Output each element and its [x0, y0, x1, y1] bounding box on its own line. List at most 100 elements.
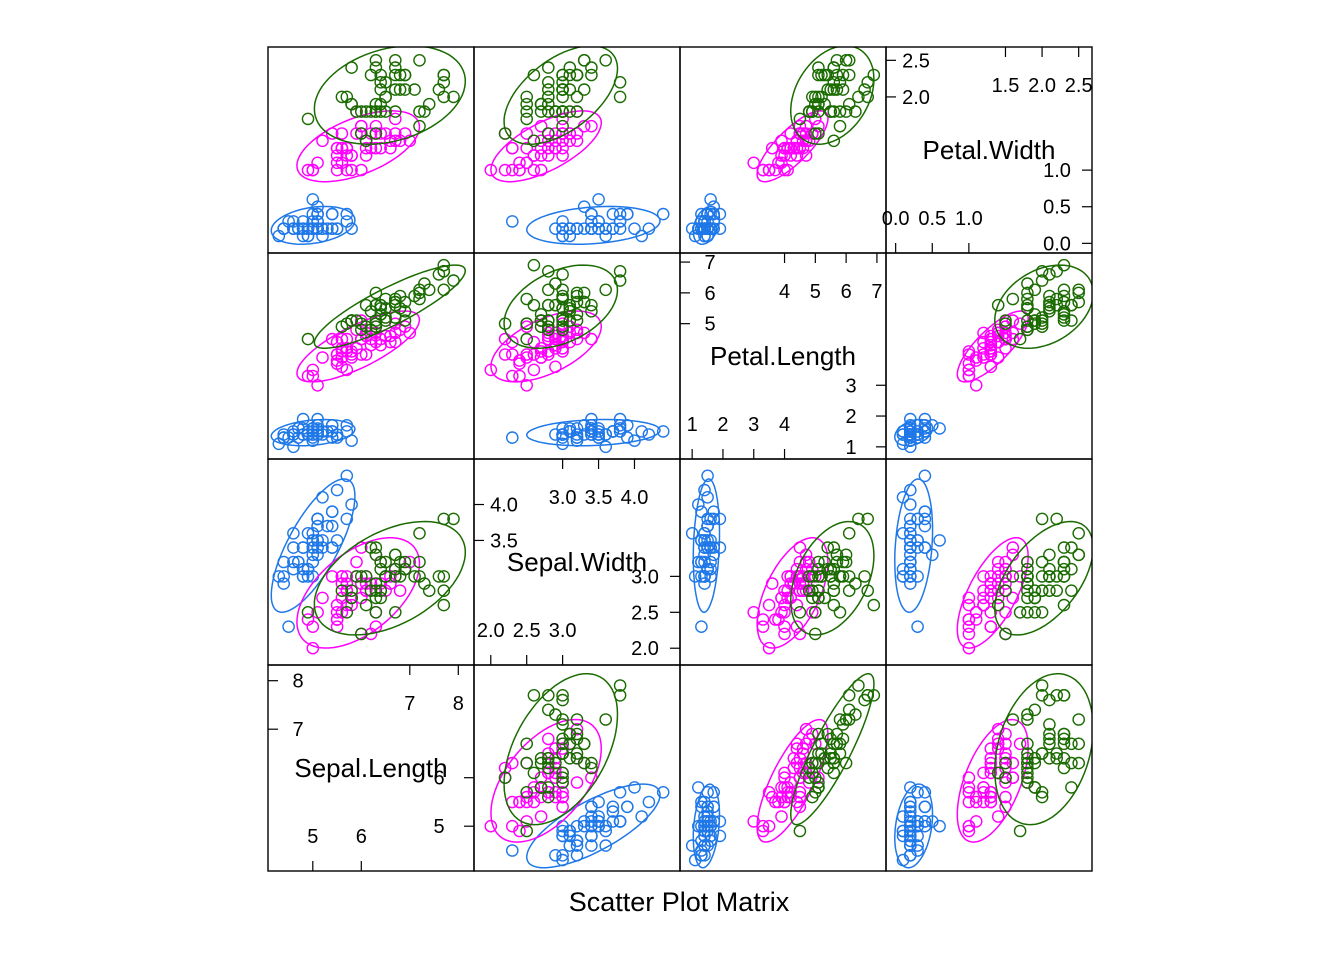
data-point: [698, 548, 711, 562]
data-point: [542, 781, 555, 794]
data-point: [933, 819, 946, 833]
data-point: [778, 141, 791, 155]
data-point: [812, 591, 825, 605]
data-point: [296, 215, 310, 228]
data-point: [1035, 311, 1049, 324]
data-point: [570, 849, 584, 862]
data-point: [321, 425, 334, 438]
data-point: [1028, 283, 1042, 297]
data-point: [498, 348, 512, 361]
data-point: [359, 598, 373, 612]
data-point: [802, 555, 816, 569]
data-point: [701, 519, 714, 533]
data-point: [311, 222, 324, 235]
data-point: [413, 527, 426, 540]
panel-frame: [679, 458, 887, 666]
data-point: [570, 289, 584, 303]
data-point: [1057, 283, 1071, 297]
data-point: [769, 613, 782, 626]
data-point: [778, 584, 791, 598]
data-point: [340, 606, 354, 619]
group-ellipse: [789, 520, 875, 636]
data-point: [904, 483, 917, 497]
data-point: [1065, 314, 1078, 327]
data-point: [904, 519, 917, 533]
data-point: [784, 786, 798, 799]
data-point: [484, 363, 498, 377]
data-point: [918, 425, 932, 438]
data-point: [713, 815, 727, 828]
data-point: [1021, 323, 1034, 337]
data-point: [364, 338, 378, 352]
data-point: [542, 61, 555, 74]
data-point: [999, 317, 1012, 331]
data-point: [556, 105, 569, 118]
data-point: [369, 584, 383, 598]
data-point: [398, 304, 412, 318]
data-point: [1021, 771, 1034, 785]
data-point: [1072, 527, 1085, 540]
data-point: [790, 134, 804, 148]
data-point: [437, 598, 451, 612]
data-point: [999, 562, 1012, 576]
data-point: [692, 222, 705, 235]
data-point: [842, 97, 856, 111]
data-point: [556, 437, 569, 451]
data-point: [388, 606, 402, 619]
data-point: [340, 469, 354, 483]
data-point: [839, 548, 853, 562]
data-point: [806, 606, 819, 619]
data-point: [437, 570, 451, 583]
data-point: [364, 304, 378, 318]
data-point: [570, 713, 584, 726]
data-point: [311, 512, 324, 526]
data-point: [577, 54, 591, 67]
data-point: [335, 127, 349, 140]
data-point: [330, 141, 344, 155]
scatter-panel-sepal-length-vs-petal-width: [267, 46, 475, 254]
data-point: [685, 527, 699, 540]
variable-label: Petal.Length: [710, 341, 856, 371]
tick-label: 6: [841, 281, 852, 303]
data-point: [585, 207, 598, 221]
data-point: [437, 264, 451, 278]
data-point: [904, 428, 917, 441]
data-point: [556, 747, 569, 760]
data-point: [772, 156, 785, 170]
scatter-panel-sepal-width-vs-sepal-length: [473, 664, 681, 872]
data-point: [833, 606, 847, 619]
data-point: [999, 332, 1012, 346]
data-point: [1035, 790, 1049, 804]
data-point: [520, 737, 534, 751]
tick-label: 2.5: [631, 602, 659, 624]
data-point: [628, 222, 641, 235]
data-point: [1043, 268, 1056, 281]
data-point: [904, 800, 917, 814]
data-point: [542, 345, 555, 358]
data-point: [413, 292, 426, 306]
data-point: [762, 641, 776, 655]
data-point: [542, 76, 555, 89]
data-point: [1035, 679, 1049, 692]
data-point: [585, 304, 598, 318]
data-point: [556, 268, 569, 281]
data-point: [585, 839, 598, 852]
data-point: [534, 314, 548, 327]
data-point: [796, 134, 810, 148]
data-point: [542, 689, 555, 702]
data-point: [695, 620, 708, 634]
data-point: [585, 61, 598, 74]
data-point: [784, 141, 798, 155]
data-point: [821, 562, 835, 576]
data-point: [704, 570, 717, 583]
data-point: [520, 292, 534, 306]
data-point: [962, 598, 976, 612]
data-point: [781, 163, 794, 177]
data-point: [592, 222, 605, 235]
data-point: [542, 298, 555, 312]
data-point: [388, 127, 402, 140]
data-point: [563, 422, 577, 435]
data-point: [520, 320, 534, 334]
data-point: [369, 97, 383, 111]
